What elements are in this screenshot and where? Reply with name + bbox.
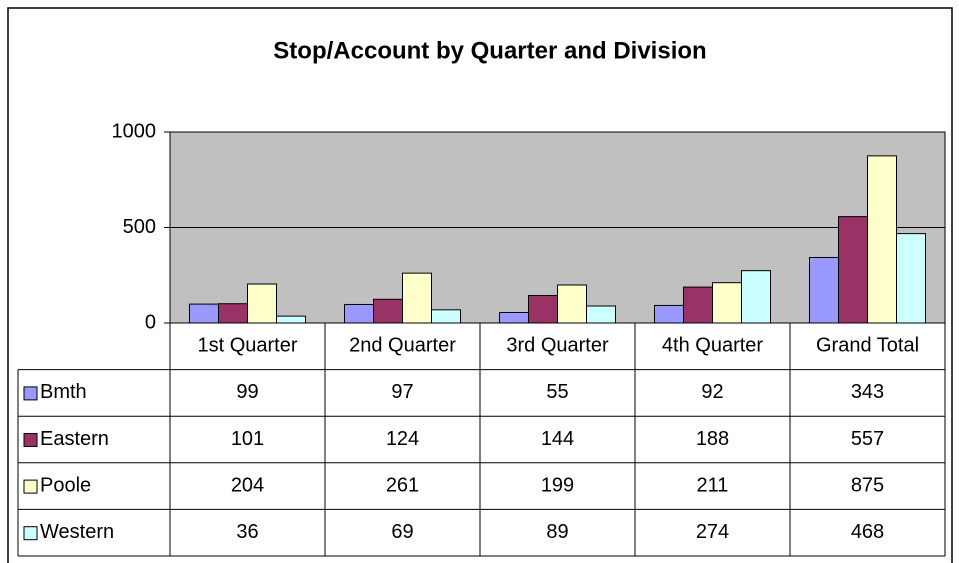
legend-label: Bmth — [40, 381, 87, 403]
legend-label: Poole — [40, 474, 91, 496]
bar — [867, 155, 897, 324]
chart-border — [7, 7, 953, 563]
bar — [373, 298, 403, 324]
bar — [247, 283, 277, 324]
table-value: 92 — [701, 381, 723, 403]
table-value: 55 — [546, 381, 568, 403]
bar — [431, 309, 461, 324]
y-tick-label: 500 — [123, 216, 156, 238]
chart-title: Stop/Account by Quarter and Division — [273, 37, 706, 64]
bar — [654, 304, 684, 324]
bar — [189, 303, 219, 324]
bar — [586, 305, 616, 324]
table-value: 69 — [391, 521, 413, 543]
legend-label: Eastern — [40, 428, 109, 450]
legend-key — [23, 526, 38, 541]
table-value: 99 — [236, 381, 258, 403]
bar — [402, 272, 432, 324]
table-value: 261 — [386, 474, 419, 496]
bar — [499, 311, 529, 324]
bar — [683, 286, 713, 324]
bar — [838, 216, 868, 324]
y-tick-label: 1000 — [112, 120, 157, 142]
legend-key — [23, 433, 38, 447]
bar — [276, 315, 306, 324]
bar — [896, 233, 926, 324]
table-value: 557 — [851, 428, 884, 450]
table-value: 188 — [696, 428, 729, 450]
legend-key — [23, 479, 38, 494]
plot-border — [169, 131, 946, 324]
bar — [344, 303, 374, 324]
x-tick-label: 4th Quarter — [662, 335, 764, 357]
x-tick-label: 2nd Quarter — [349, 335, 456, 357]
y-tick-label: 0 — [145, 311, 156, 333]
table-value: 101 — [231, 428, 264, 450]
table-value: 211 — [697, 474, 729, 496]
table-value: 36 — [236, 521, 258, 543]
table-value: 468 — [851, 521, 884, 543]
table-value: 144 — [541, 428, 574, 450]
table-value: 274 — [696, 521, 729, 543]
table-value: 199 — [541, 474, 574, 496]
table-value: 124 — [386, 428, 419, 450]
bar — [741, 270, 771, 324]
table-value: 343 — [851, 381, 884, 403]
x-tick-label: 3rd Quarter — [506, 335, 609, 357]
table-value: 97 — [391, 381, 413, 403]
bar — [557, 284, 587, 324]
legend-key — [23, 386, 38, 401]
table-value: 204 — [231, 474, 264, 496]
bar — [809, 256, 839, 324]
legend-label: Western — [40, 521, 114, 543]
bar — [712, 282, 742, 324]
bar — [218, 303, 248, 324]
bar — [528, 294, 558, 324]
x-tick-label: Grand Total — [816, 335, 919, 357]
table-value: 89 — [546, 521, 568, 543]
table-value: 875 — [851, 474, 884, 496]
x-tick-label: 1st Quarter — [197, 335, 297, 357]
